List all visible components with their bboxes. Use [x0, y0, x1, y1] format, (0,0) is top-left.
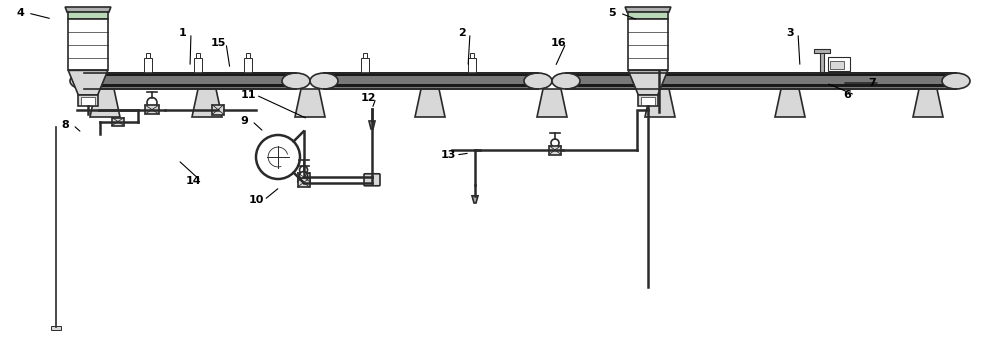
- Bar: [363, 53, 367, 58]
- Polygon shape: [537, 89, 567, 117]
- Bar: [566, 73, 956, 89]
- Bar: [566, 72, 956, 76]
- Bar: [194, 58, 202, 73]
- Polygon shape: [68, 70, 108, 95]
- Bar: [820, 50, 824, 72]
- Polygon shape: [775, 89, 805, 117]
- Bar: [638, 95, 658, 106]
- Ellipse shape: [70, 73, 98, 89]
- Bar: [470, 53, 474, 58]
- Polygon shape: [192, 89, 222, 117]
- Bar: [324, 84, 538, 87]
- Bar: [566, 84, 956, 87]
- Bar: [324, 73, 538, 89]
- Text: 11: 11: [240, 90, 256, 100]
- Bar: [144, 58, 152, 73]
- Bar: [628, 12, 668, 19]
- Bar: [628, 19, 668, 70]
- FancyBboxPatch shape: [364, 174, 380, 186]
- Bar: [830, 61, 844, 69]
- Circle shape: [300, 166, 308, 174]
- Bar: [78, 95, 98, 106]
- Polygon shape: [625, 7, 671, 12]
- Polygon shape: [90, 89, 120, 117]
- Ellipse shape: [552, 73, 580, 89]
- Bar: [212, 105, 224, 115]
- Circle shape: [551, 139, 559, 147]
- Bar: [468, 58, 476, 73]
- Text: 13: 13: [440, 150, 456, 160]
- Bar: [298, 178, 310, 187]
- Bar: [814, 49, 830, 53]
- Polygon shape: [628, 70, 668, 95]
- Bar: [84, 72, 296, 76]
- Bar: [641, 97, 655, 105]
- Circle shape: [300, 171, 308, 179]
- Polygon shape: [645, 89, 675, 117]
- Bar: [324, 72, 538, 76]
- Ellipse shape: [524, 73, 552, 89]
- Circle shape: [256, 135, 300, 179]
- Text: 8: 8: [61, 120, 69, 130]
- Bar: [361, 58, 369, 73]
- Bar: [68, 19, 108, 70]
- Polygon shape: [369, 121, 375, 129]
- Bar: [244, 58, 252, 73]
- Bar: [112, 118, 124, 126]
- Bar: [68, 12, 108, 19]
- Text: 9: 9: [240, 116, 248, 126]
- Bar: [146, 53, 150, 58]
- Bar: [145, 105, 159, 114]
- Bar: [828, 57, 850, 71]
- Polygon shape: [415, 89, 445, 117]
- Text: 6: 6: [843, 90, 851, 100]
- Bar: [84, 73, 296, 89]
- Polygon shape: [295, 89, 325, 117]
- Circle shape: [147, 98, 157, 108]
- Text: 2: 2: [458, 28, 466, 38]
- Bar: [549, 146, 561, 155]
- Bar: [84, 84, 296, 87]
- Text: 10: 10: [248, 195, 264, 205]
- Text: 14: 14: [185, 176, 201, 186]
- Text: 16: 16: [550, 38, 566, 48]
- Polygon shape: [472, 196, 478, 203]
- Text: 12: 12: [360, 93, 376, 103]
- Text: 4: 4: [16, 8, 24, 18]
- Bar: [246, 53, 250, 58]
- Text: 5: 5: [608, 8, 616, 18]
- Polygon shape: [913, 89, 943, 117]
- Polygon shape: [65, 7, 111, 12]
- Text: 7: 7: [868, 78, 876, 88]
- Ellipse shape: [942, 73, 970, 89]
- Bar: [81, 97, 95, 105]
- Text: 15: 15: [210, 38, 226, 48]
- Bar: [298, 172, 310, 181]
- Ellipse shape: [282, 73, 310, 89]
- Bar: [196, 53, 200, 58]
- Text: 1: 1: [179, 28, 187, 38]
- Bar: [51, 326, 61, 330]
- Text: 3: 3: [786, 28, 794, 38]
- Ellipse shape: [310, 73, 338, 89]
